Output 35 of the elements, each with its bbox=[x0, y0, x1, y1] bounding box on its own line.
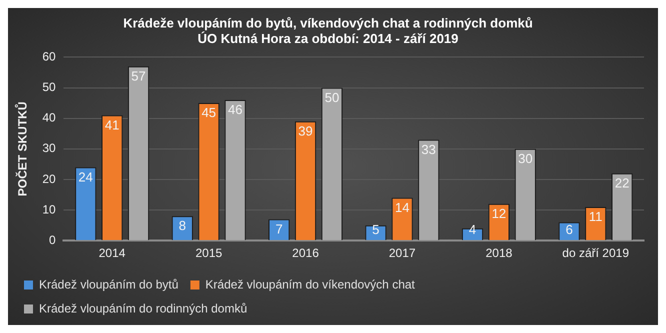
data-label: 46 bbox=[228, 102, 242, 118]
data-label: 39 bbox=[298, 123, 313, 138]
y-tick-label: 20 bbox=[42, 172, 56, 186]
x-tick-label: 2016 bbox=[292, 246, 320, 260]
data-label: 24 bbox=[78, 169, 93, 184]
data-label: 14 bbox=[394, 200, 410, 215]
chart-title: Krádeže vloupáním do bytů, víkendových chat a rodinných domků ÚO Kutná Hora za období: 2014 - září 2019 bbox=[123, 15, 533, 46]
data-label: 45 bbox=[202, 105, 216, 120]
legend-label: Krádež vloupáním do rodinných domků bbox=[39, 301, 248, 316]
y-tick-label: 60 bbox=[42, 50, 56, 64]
y-tick-label: 10 bbox=[42, 202, 56, 216]
data-label: 30 bbox=[518, 150, 533, 166]
data-label: 41 bbox=[104, 117, 120, 132]
x-tick-label: do září 2019 bbox=[562, 246, 630, 260]
data-label: 11 bbox=[588, 209, 602, 224]
x-tick-label: 2014 bbox=[98, 246, 126, 260]
x-tick-label: 2015 bbox=[195, 246, 222, 260]
data-label: 50 bbox=[324, 90, 340, 105]
data-label: 8 bbox=[178, 218, 186, 234]
data-label: 7 bbox=[275, 221, 283, 236]
legend-label: Krádež vloupáním do bytů bbox=[39, 277, 178, 292]
y-tick-label: 0 bbox=[49, 232, 56, 247]
x-tick-label: 2018 bbox=[486, 246, 513, 260]
y-tick-label: 30 bbox=[42, 141, 56, 156]
data-label: 12 bbox=[492, 206, 506, 221]
data-label: 22 bbox=[614, 175, 630, 190]
data-label: 57 bbox=[131, 68, 146, 84]
data-label: 6 bbox=[566, 222, 573, 238]
legend-label: Krádež vloupáním do víkendových chat bbox=[205, 277, 416, 292]
y-axis-title: POČET SKUTKŮ bbox=[14, 102, 30, 196]
data-label: 5 bbox=[372, 222, 380, 238]
y-tick-label: 50 bbox=[42, 80, 56, 94]
x-tick-label: 2017 bbox=[388, 246, 416, 260]
data-label: 33 bbox=[421, 142, 436, 157]
y-tick-label: 40 bbox=[42, 110, 56, 125]
